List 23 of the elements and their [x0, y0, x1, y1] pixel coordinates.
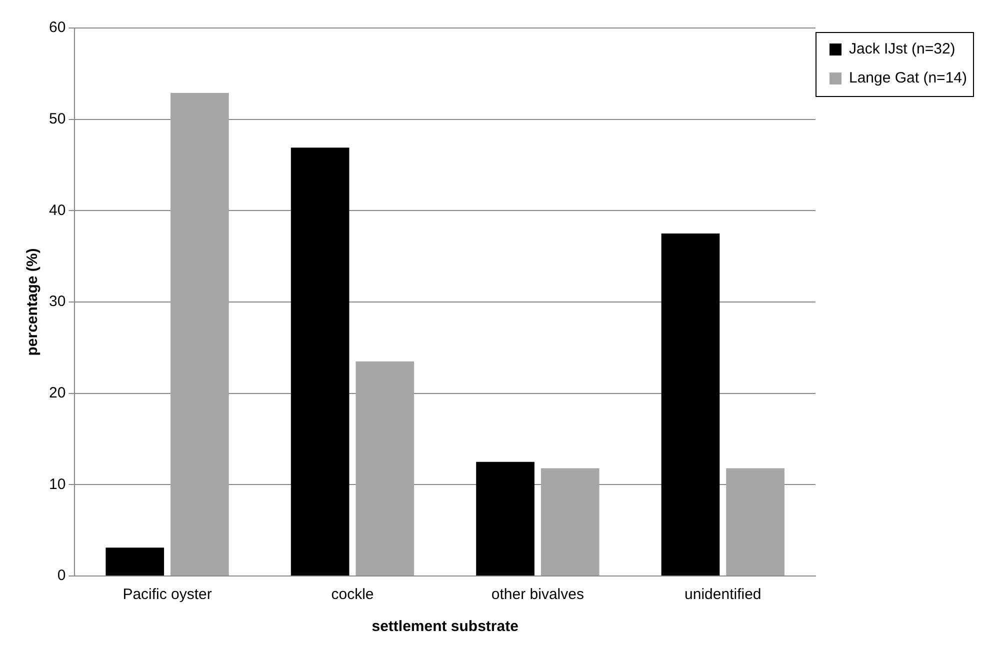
y-tick-label: 40 [48, 202, 66, 219]
y-tick-label: 20 [48, 384, 66, 402]
x-axis-title: settlement substrate [372, 618, 518, 636]
legend-label: Lange Gat (n=14) [849, 70, 968, 87]
bar [356, 361, 414, 576]
bar [540, 468, 600, 576]
y-tick-label: 50 [48, 110, 66, 128]
x-tick-label: unidentified [684, 586, 762, 604]
bar [290, 148, 350, 576]
bar [726, 468, 784, 576]
x-tick-label: other bivalves [491, 586, 584, 604]
y-tick-label: 10 [48, 476, 66, 493]
bar [170, 92, 229, 576]
y-axis-title: percentage (%) [24, 248, 42, 356]
y-tick-label: 60 [48, 19, 66, 36]
y-tick-label: 30 [48, 293, 66, 310]
x-tick-label: cockle [331, 586, 374, 604]
bar [661, 234, 720, 576]
bar [106, 548, 164, 576]
y-tick-label: 0 [57, 567, 66, 584]
legend-label: Jack IJst (n=32) [849, 40, 956, 58]
x-tick-label: Pacific oyster [122, 586, 212, 604]
bar [476, 462, 534, 576]
